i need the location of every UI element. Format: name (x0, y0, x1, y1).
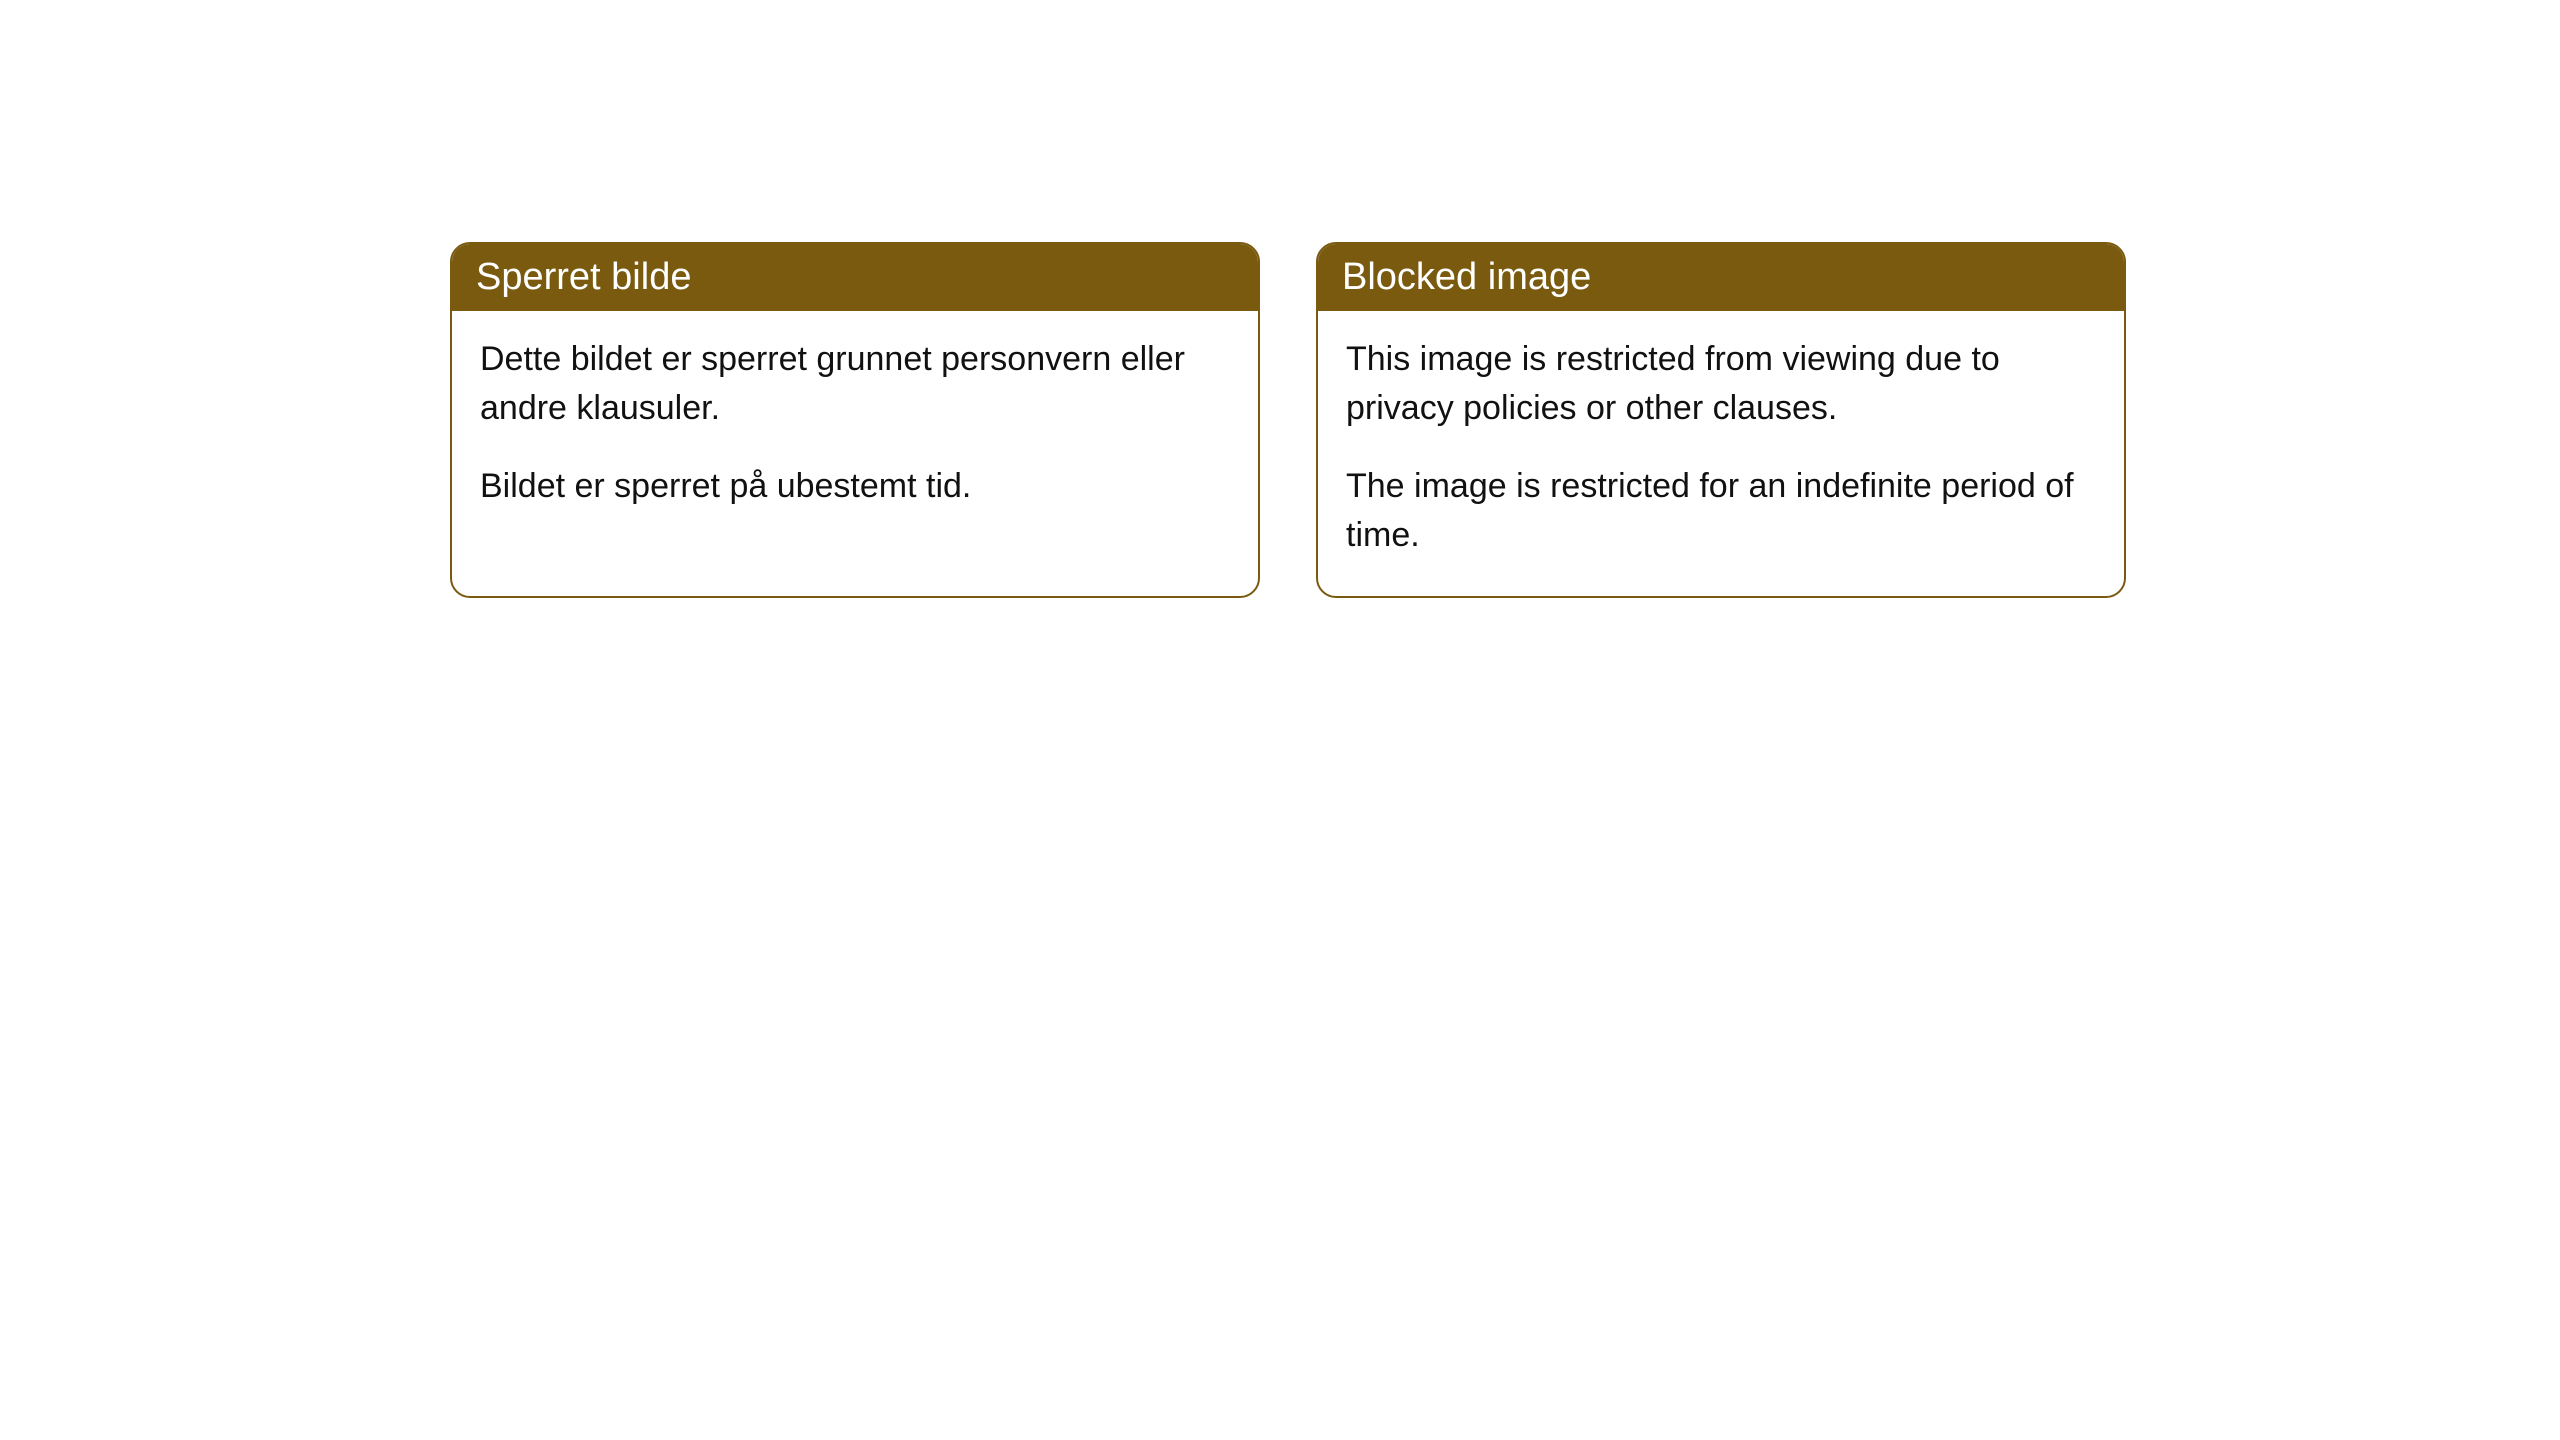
card-text-line1: Dette bildet er sperret grunnet personve… (480, 335, 1230, 434)
card-header-norwegian: Sperret bilde (452, 244, 1258, 311)
card-text-line2: The image is restricted for an indefinit… (1346, 462, 2096, 561)
blocked-image-card-norwegian: Sperret bilde Dette bildet er sperret gr… (450, 242, 1260, 598)
card-title: Blocked image (1342, 256, 1591, 298)
card-body-english: This image is restricted from viewing du… (1318, 311, 2124, 596)
notice-cards-container: Sperret bilde Dette bildet er sperret gr… (450, 242, 2126, 598)
card-body-norwegian: Dette bildet er sperret grunnet personve… (452, 311, 1258, 547)
blocked-image-card-english: Blocked image This image is restricted f… (1316, 242, 2126, 598)
card-title: Sperret bilde (476, 256, 691, 298)
card-text-line1: This image is restricted from viewing du… (1346, 335, 2096, 434)
card-header-english: Blocked image (1318, 244, 2124, 311)
card-text-line2: Bildet er sperret på ubestemt tid. (480, 462, 1230, 511)
